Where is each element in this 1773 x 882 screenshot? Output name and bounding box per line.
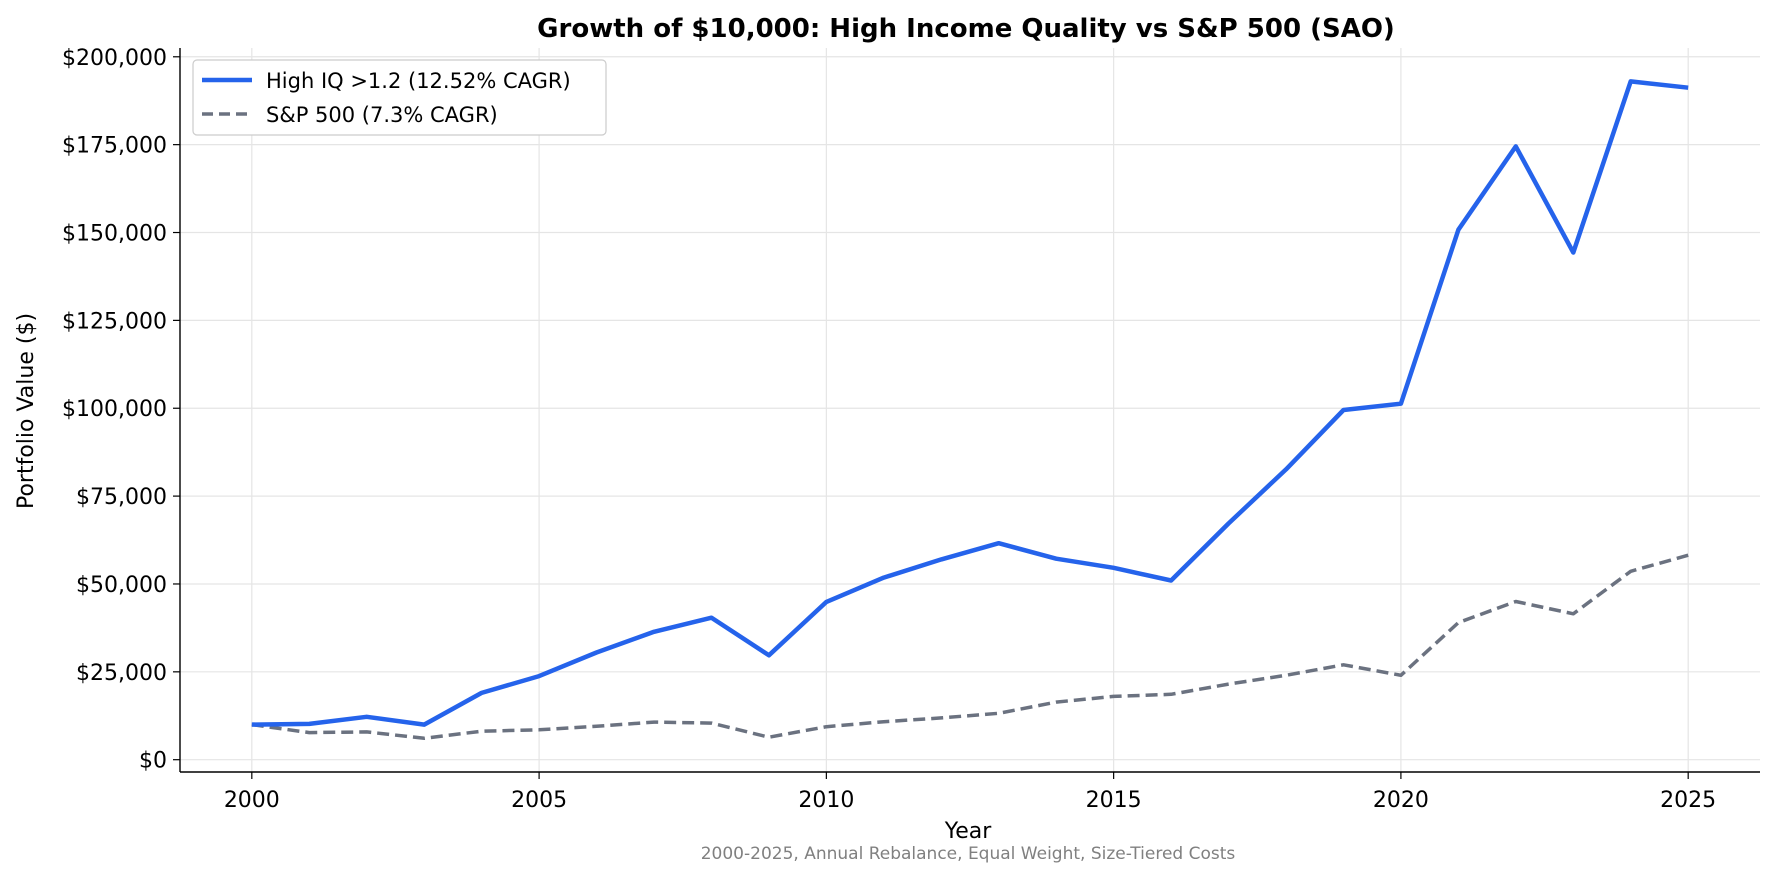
series-line-sp500 [251, 553, 1689, 741]
series-layer [251, 79, 1689, 741]
chart-title: Growth of $10,000: High Income Quality v… [537, 14, 1395, 44]
legend: High IQ >1.2 (12.52% CAGR) S&P 500 (7.3%… [192, 59, 607, 136]
y-tick-label: $125,000 [62, 309, 167, 334]
y-tick-label: $0 [139, 749, 167, 774]
y-tick-label: $100,000 [62, 397, 167, 422]
legend-label-high-iq: High IQ >1.2 (12.52% CAGR) [266, 69, 571, 93]
x-tick-label: 2015 [1086, 788, 1142, 813]
x-axis-label: Year [944, 819, 993, 844]
x-tick-label: 2025 [1660, 788, 1716, 813]
chart-subtitle: 2000-2025, Annual Rebalance, Equal Weigh… [701, 844, 1236, 864]
y-tick-label: $175,000 [62, 134, 167, 159]
gridlines [180, 48, 1760, 772]
series-line-high-iq [251, 79, 1689, 727]
y-tick-label: $50,000 [76, 573, 167, 598]
x-tick-label: 2005 [511, 788, 567, 813]
y-tick-label: $200,000 [62, 46, 167, 71]
x-tick-label: 2010 [798, 788, 854, 813]
y-tick-label: $75,000 [76, 485, 167, 510]
y-ticks: $0 $25,000 $50,000 $75,000 $100,000 $125,000 $… [62, 46, 180, 774]
legend-box [192, 59, 607, 136]
legend-label-sp500: S&P 500 (7.3% CAGR) [266, 103, 498, 127]
x-ticks: 2000 2005 2010 2015 2020 2025 [224, 772, 1716, 813]
x-tick-label: 2000 [224, 788, 280, 813]
axes [179, 48, 1760, 773]
y-tick-label: $150,000 [62, 222, 167, 247]
y-axis-label: Portfolio Value ($) [14, 313, 39, 509]
y-tick-label: $25,000 [76, 661, 167, 686]
x-tick-label: 2020 [1373, 788, 1429, 813]
